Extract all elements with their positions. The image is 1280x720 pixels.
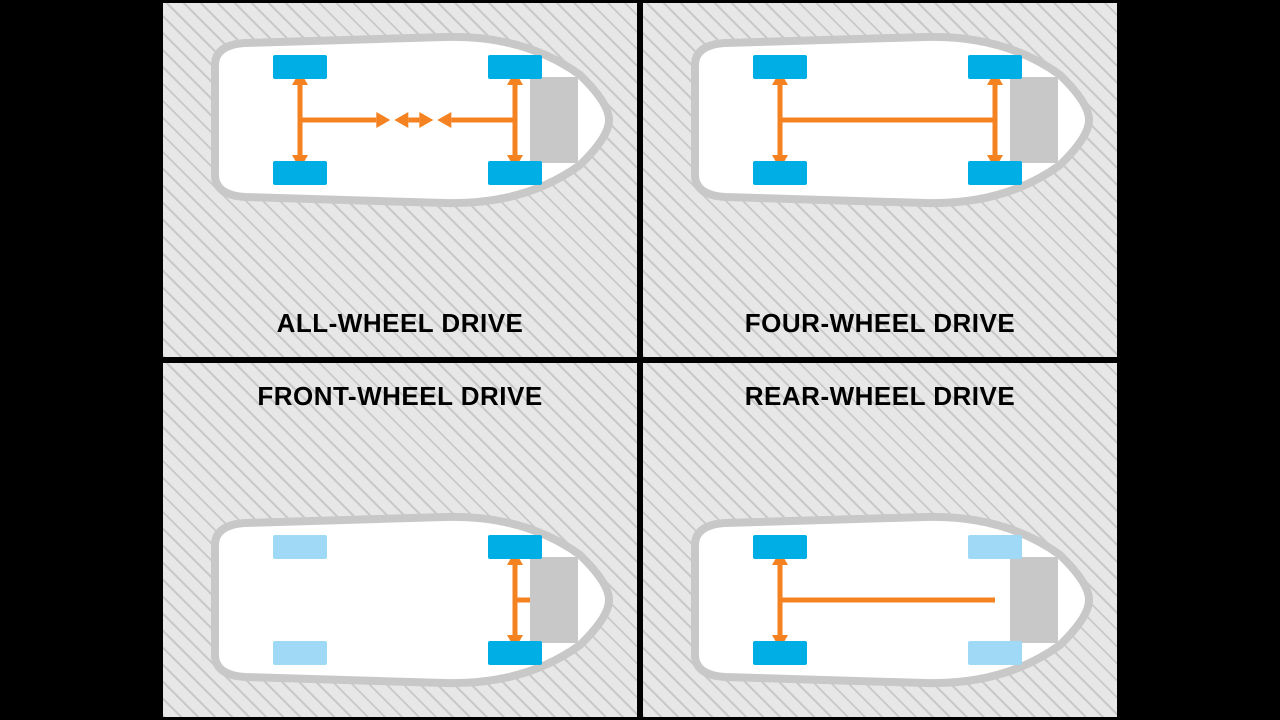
label-fwd: FRONT-WHEEL DRIVE — [163, 381, 637, 412]
car-svg-fwd — [185, 495, 615, 705]
car-svg-fourwd — [665, 15, 1095, 225]
car-rwd — [665, 495, 1095, 705]
car-svg-awd — [185, 15, 615, 225]
panel-awd: ALL-WHEEL DRIVE — [160, 0, 640, 360]
diagram-stage: ALL-WHEEL DRIVE FOUR-WHEEL DRIVE FRONT-W… — [160, 0, 1120, 720]
label-awd: ALL-WHEEL DRIVE — [163, 308, 637, 339]
panel-fwd: FRONT-WHEEL DRIVE — [160, 360, 640, 720]
label-rwd: REAR-WHEEL DRIVE — [643, 381, 1117, 412]
car-fourwd — [665, 15, 1095, 225]
car-svg-rwd — [665, 495, 1095, 705]
panel-rwd: REAR-WHEEL DRIVE — [640, 360, 1120, 720]
drivetrain-grid: ALL-WHEEL DRIVE FOUR-WHEEL DRIVE FRONT-W… — [160, 0, 1120, 720]
label-fourwd: FOUR-WHEEL DRIVE — [643, 308, 1117, 339]
car-awd — [185, 15, 615, 225]
car-fwd — [185, 495, 615, 705]
panel-fourwd: FOUR-WHEEL DRIVE — [640, 0, 1120, 360]
